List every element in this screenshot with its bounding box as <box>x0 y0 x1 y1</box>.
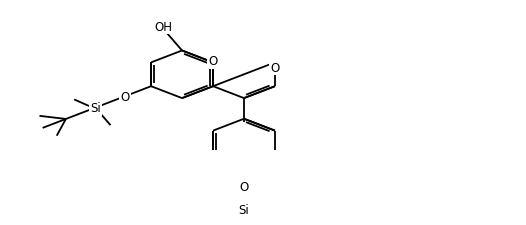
Text: O: O <box>120 90 129 103</box>
Text: OH: OH <box>154 21 173 34</box>
Text: Si: Si <box>239 203 249 216</box>
Text: O: O <box>239 180 249 193</box>
Text: O: O <box>270 61 280 74</box>
Text: Si: Si <box>90 102 100 115</box>
Text: O: O <box>208 55 218 68</box>
